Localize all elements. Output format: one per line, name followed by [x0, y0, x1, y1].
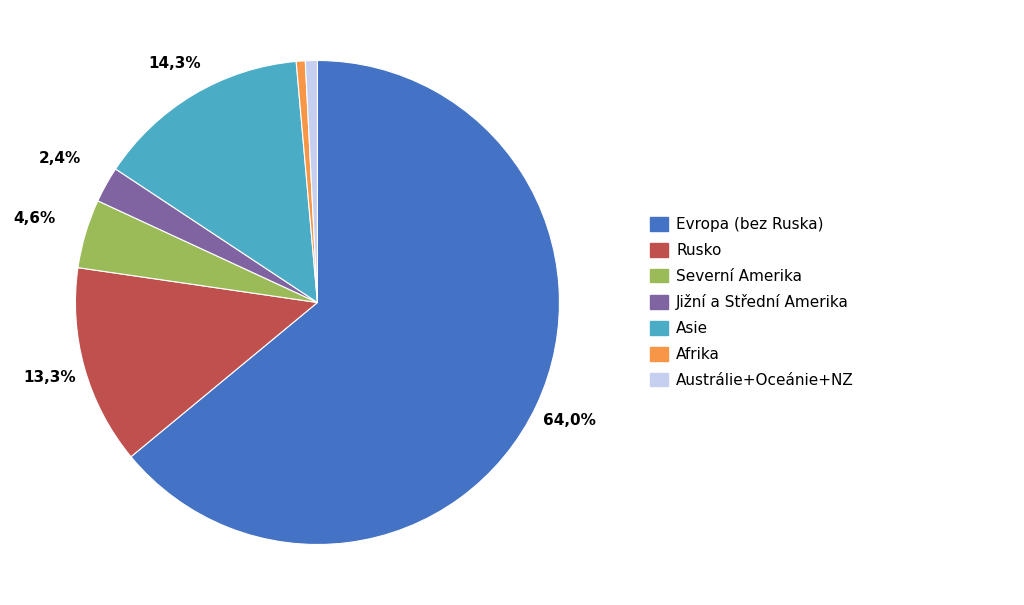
Text: 13,3%: 13,3% [24, 370, 76, 385]
Wedge shape [131, 60, 559, 544]
Text: 14,3%: 14,3% [148, 56, 202, 71]
Text: 4,6%: 4,6% [13, 211, 55, 226]
Wedge shape [78, 201, 317, 302]
Wedge shape [98, 169, 317, 302]
Wedge shape [296, 61, 317, 302]
Wedge shape [305, 60, 317, 302]
Legend: Evropa (bez Ruska), Rusko, Severní Amerika, Jižní a Střední Amerika, Asie, Afrik: Evropa (bez Ruska), Rusko, Severní Ameri… [642, 209, 861, 396]
Text: 2,4%: 2,4% [39, 151, 81, 166]
Text: 64,0%: 64,0% [543, 413, 596, 428]
Wedge shape [76, 267, 317, 457]
Wedge shape [116, 62, 317, 302]
